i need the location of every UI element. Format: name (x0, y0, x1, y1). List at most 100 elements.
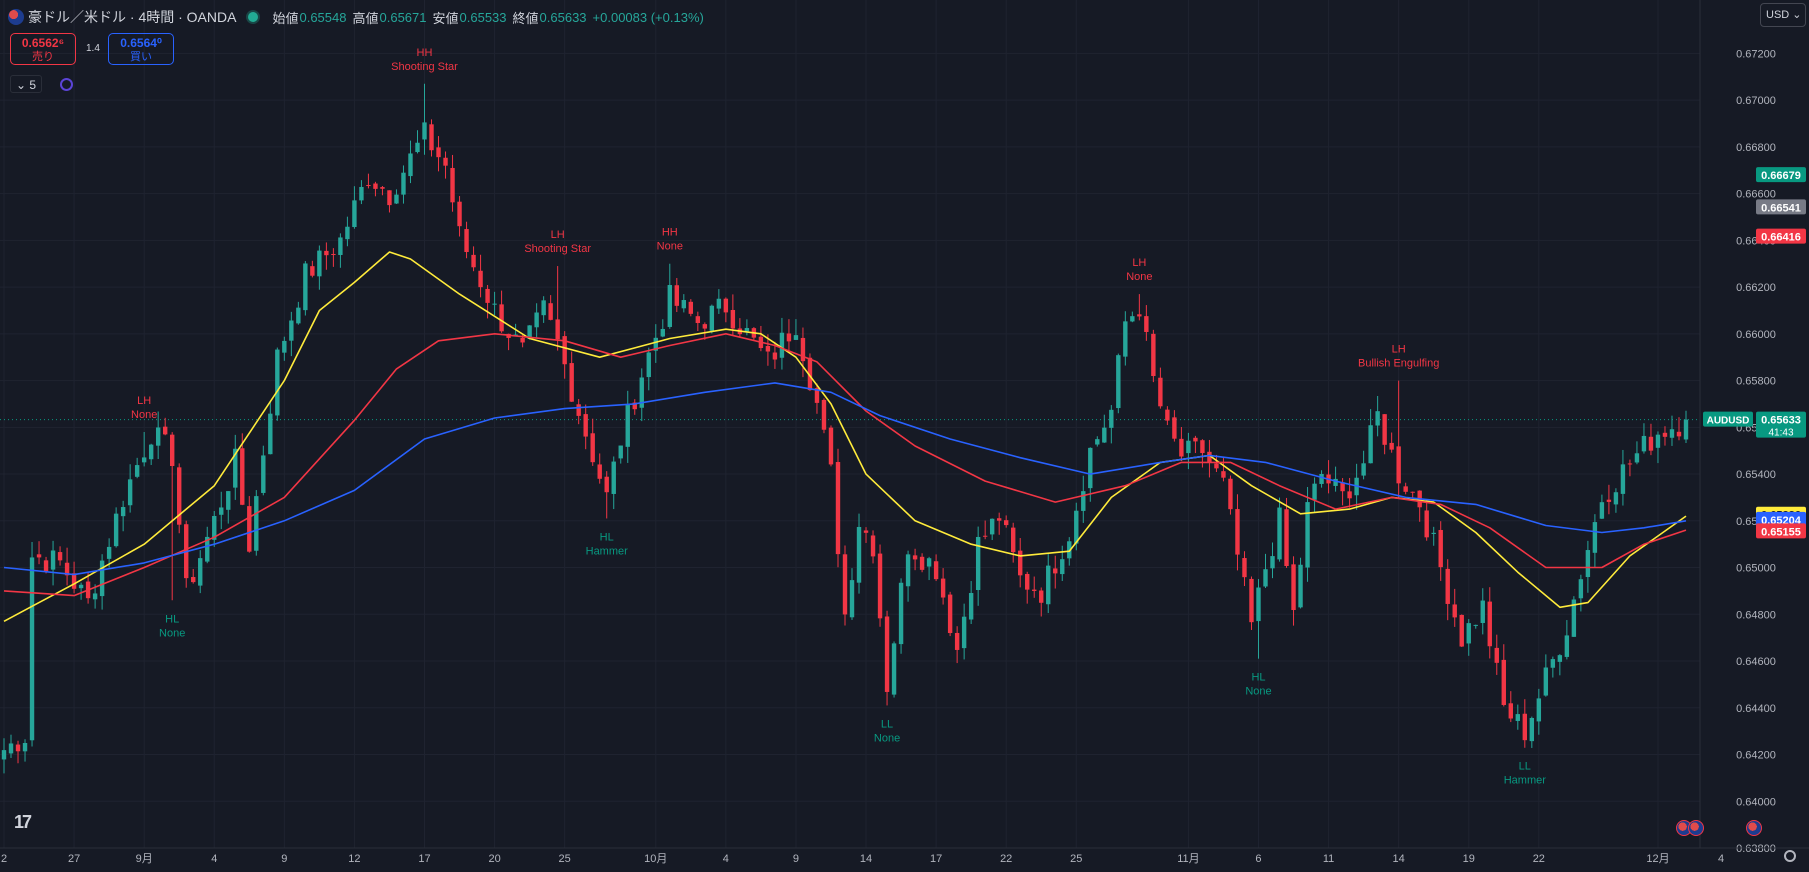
candle (1102, 414, 1107, 443)
close-label: 終値 (512, 10, 539, 26)
candle-body (1305, 502, 1310, 568)
candle-body (856, 526, 862, 583)
candle (492, 291, 497, 316)
candle (240, 433, 245, 506)
price-axis[interactable]: 0.672000.670000.668000.666000.664000.662… (1699, 0, 1809, 872)
candle (933, 554, 939, 582)
candle-body (1011, 527, 1016, 553)
sell-label: 売り (32, 51, 54, 63)
annotation-type: HL (600, 531, 614, 543)
candle-body (1053, 568, 1058, 574)
annotation-pattern: Shooting Star (391, 61, 458, 73)
price-axis-tag[interactable]: 0.66679 (1756, 167, 1806, 183)
candle (1494, 634, 1499, 675)
candle (1172, 410, 1177, 442)
buy-button[interactable]: 0.6564⁰ 買い (108, 33, 174, 65)
candle-body (604, 476, 609, 493)
y-tick-label: 0.64200 (1736, 750, 1776, 762)
candle (1445, 559, 1450, 621)
settings-gear-icon[interactable] (1784, 850, 1796, 862)
candle (226, 491, 231, 524)
candle (828, 425, 834, 467)
candle-body (681, 300, 687, 309)
usd-flag-icon[interactable] (1688, 820, 1704, 836)
candle (730, 294, 736, 336)
price-axis-tag[interactable]: 0.65155 (1756, 523, 1806, 539)
currency-select[interactable]: USD ⌄ (1760, 3, 1806, 27)
candle-body (1480, 600, 1485, 624)
sync-icon[interactable] (60, 78, 73, 91)
candle (1270, 542, 1275, 579)
candle (597, 453, 602, 484)
candle (205, 526, 210, 564)
candle (310, 260, 315, 278)
symbol-title[interactable]: 豪ドル／米ドル · 4時間 · OANDA (28, 9, 237, 25)
candle-body (1466, 623, 1471, 644)
candle-body (99, 560, 105, 597)
event-flags[interactable] (1676, 820, 1704, 836)
candle (555, 266, 560, 351)
candle (632, 399, 637, 415)
indicator-collapse-button[interactable]: ⌄ 5 (10, 75, 42, 93)
candle (141, 431, 147, 467)
candle-body (1445, 568, 1450, 604)
sell-button[interactable]: 0.6562⁶ 売り (10, 33, 76, 65)
candle-body (1, 750, 7, 760)
candle (814, 383, 820, 414)
event-flags-2[interactable] (1746, 820, 1762, 836)
candle (1466, 619, 1471, 656)
candle (1389, 432, 1394, 453)
candle-body (989, 518, 995, 535)
candle-body (15, 744, 21, 752)
candle-body (310, 266, 315, 276)
x-tick-label: 22 (1000, 853, 1012, 865)
price-tag-bg (1756, 523, 1806, 539)
candle (562, 331, 567, 379)
candle-body (968, 593, 974, 620)
candle-body (1277, 507, 1282, 560)
candle-body (1501, 659, 1506, 705)
candle-body (415, 142, 420, 153)
candle (1662, 426, 1668, 446)
candle-body (898, 582, 904, 645)
candle-body (891, 643, 897, 695)
candle (50, 540, 56, 586)
candle (1529, 716, 1535, 748)
candle (1277, 497, 1282, 562)
candle-body (667, 285, 672, 327)
candle-body (499, 304, 504, 332)
candle (604, 471, 609, 519)
candle-body (1382, 414, 1387, 445)
time-axis[interactable]: 2 27 9月 4 9 12 17 20 25 10月 4 9 14 17 22 25 11月 6 11 14 19 22… (0, 847, 1809, 865)
candle (996, 512, 1002, 535)
candle-body (1214, 463, 1219, 469)
candle (793, 319, 799, 341)
candle-body (1319, 473, 1324, 484)
usd-flag-icon[interactable] (1746, 820, 1762, 836)
x-tick-label: 25 (1070, 853, 1082, 865)
candle (1221, 456, 1226, 482)
candle (786, 319, 792, 354)
candle (1606, 484, 1612, 515)
price-axis-tag[interactable]: 0.66416 (1756, 228, 1806, 244)
candle (1599, 494, 1605, 520)
candle-body (1144, 316, 1149, 332)
candle (268, 402, 273, 455)
candle-body (268, 413, 273, 455)
candle-countdown: 41:43 (1768, 428, 1793, 439)
candle-body (1599, 502, 1605, 519)
open-label: 始値 (272, 10, 299, 26)
tradingview-logo-icon[interactable]: 17 (14, 812, 32, 832)
price-axis-tag[interactable]: 0.66541 (1756, 199, 1806, 215)
candle (646, 347, 651, 391)
candle (191, 568, 196, 584)
candle (1011, 522, 1016, 563)
y-tick-label: 0.66200 (1736, 282, 1776, 294)
change-value: +0.00083 (+0.13%) (592, 9, 704, 25)
candle-body (863, 530, 869, 533)
x-tick-label: 22 (1533, 853, 1545, 865)
candle-body (50, 550, 56, 570)
candle-body (29, 557, 35, 741)
